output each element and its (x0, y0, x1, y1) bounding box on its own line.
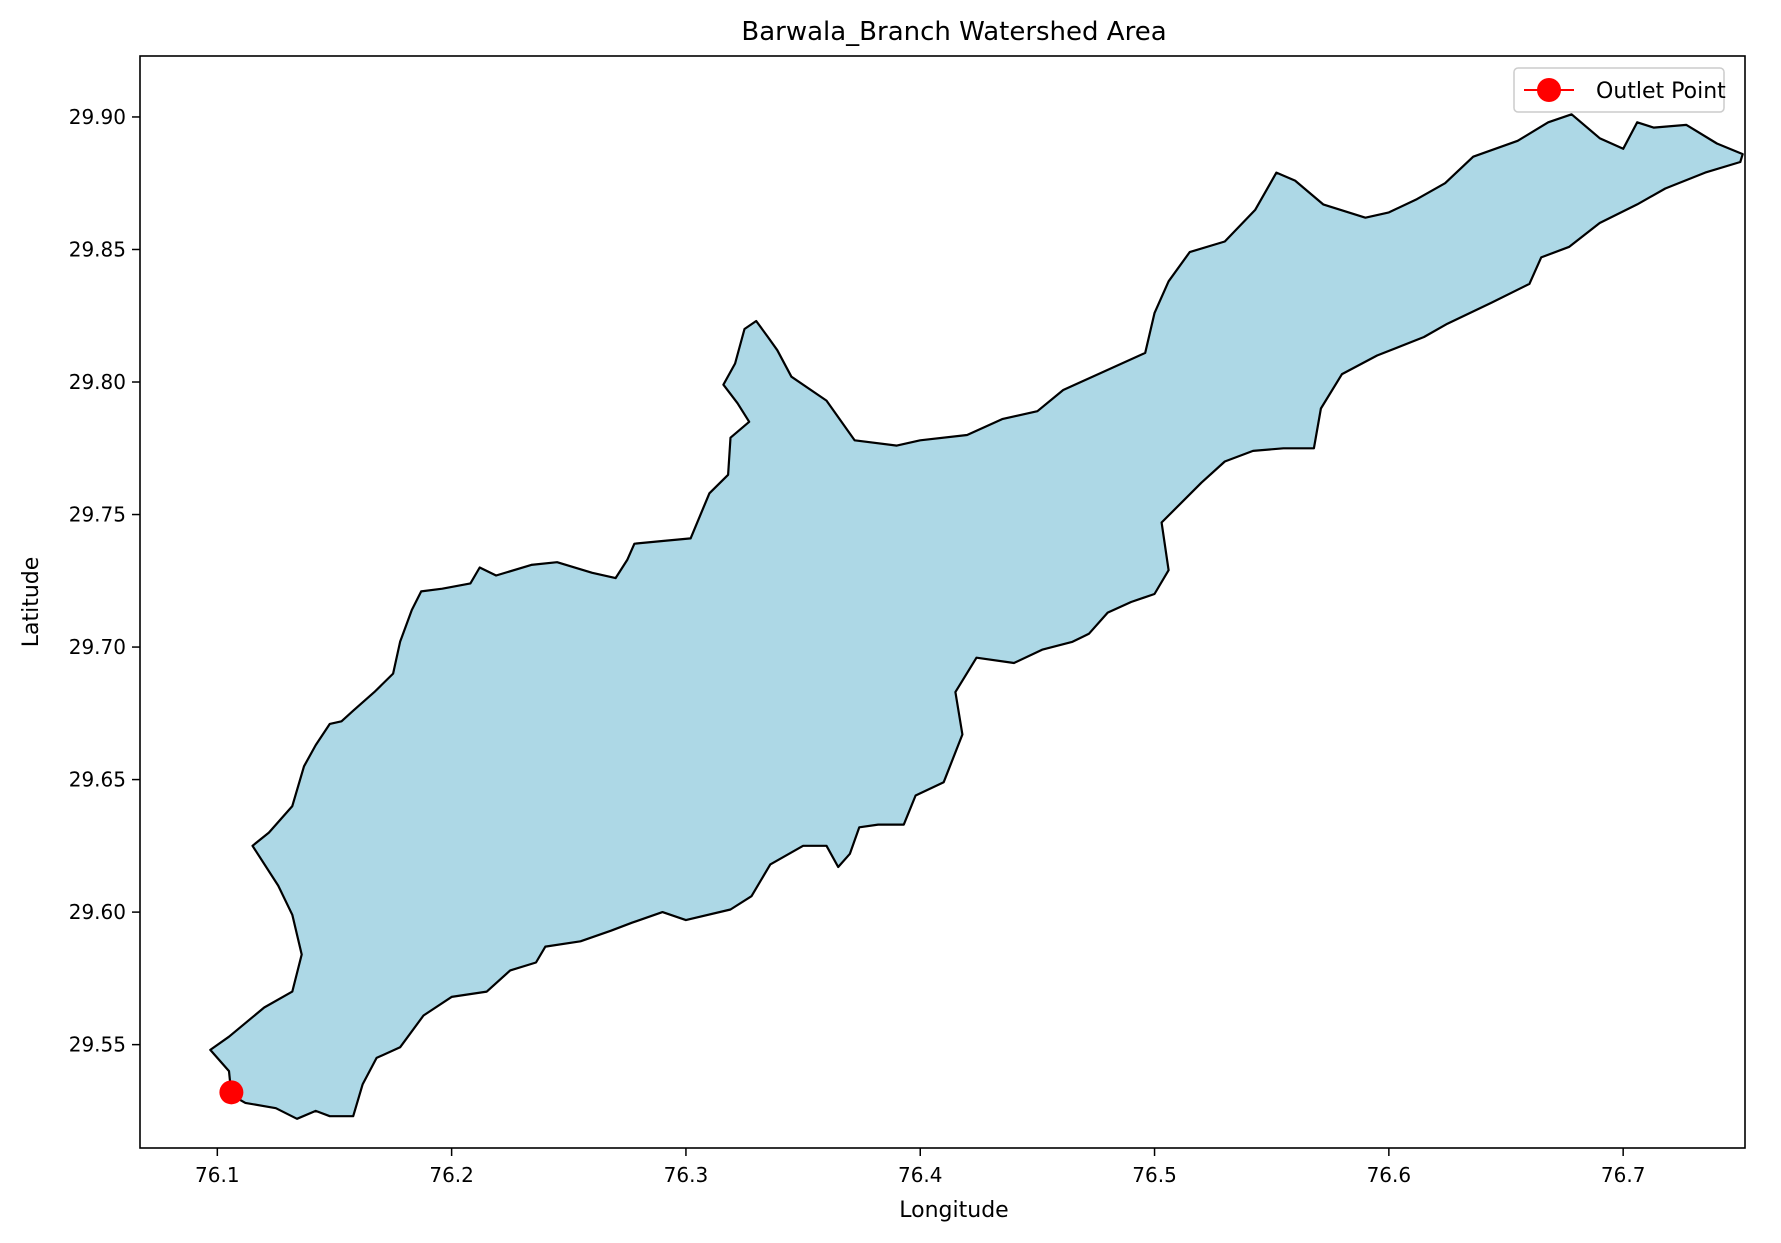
x-axis: 76.1 76.2 76.3 76.4 76.5 76.6 76.7 (195, 1148, 1645, 1187)
x-axis-label: Longitude (899, 1198, 1008, 1223)
x-tick-label: 76.2 (429, 1163, 474, 1187)
x-tick-label: 76.4 (898, 1163, 943, 1187)
watershed-polygon (209, 113, 1744, 1120)
plot-area (209, 113, 1744, 1120)
y-tick-label: 29.70 (69, 635, 126, 659)
legend: Outlet Point (1513, 67, 1726, 113)
y-tick-label: 29.75 (69, 503, 126, 527)
outlet-point-marker (219, 1080, 244, 1105)
y-tick-label: 29.65 (69, 768, 126, 792)
y-axis-label: Latitude (19, 557, 44, 648)
x-tick-label: 76.6 (1367, 1163, 1412, 1187)
legend-label-outlet: Outlet Point (1596, 79, 1726, 104)
x-tick-label: 76.1 (195, 1163, 240, 1187)
y-tick-label: 29.55 (69, 1033, 126, 1057)
legend-marker-outlet (1537, 78, 1561, 102)
y-tick-label: 29.80 (69, 370, 126, 394)
plot-frame (139, 55, 1746, 1149)
y-tick-label: 29.85 (69, 237, 126, 261)
x-tick-label: 76.7 (1601, 1163, 1646, 1187)
x-tick-label: 76.3 (664, 1163, 709, 1187)
legend-box (1513, 67, 1725, 113)
y-tick-label: 29.90 (69, 105, 126, 129)
x-tick-label: 76.5 (1132, 1163, 1177, 1187)
chart-title: Barwala_Branch Watershed Area (741, 17, 1166, 47)
y-tick-label: 29.60 (69, 900, 126, 924)
y-axis: 29.55 29.60 29.65 29.70 29.75 29.80 29.85 29.90 (69, 105, 140, 1057)
